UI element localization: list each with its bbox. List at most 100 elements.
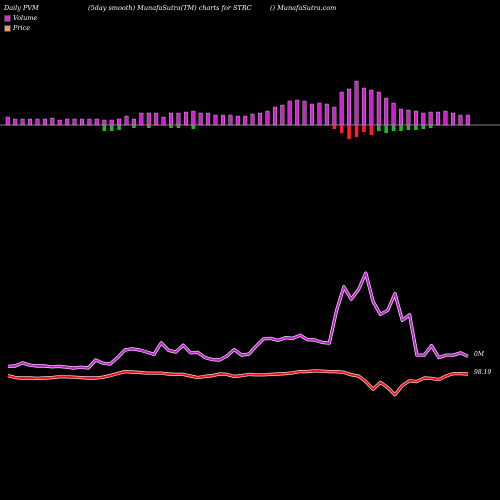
volume-bar-below [332, 125, 337, 129]
volume-bar [183, 111, 188, 126]
volume-bar [324, 103, 329, 126]
volume-bar [451, 112, 455, 126]
volume-bar [87, 118, 92, 126]
volume-bar-below [147, 125, 151, 128]
header-left: Daily PVM [4, 4, 39, 12]
volume-bar [265, 110, 270, 126]
volume-bar [5, 116, 10, 126]
legend-price-label: Price [13, 24, 31, 32]
volume-bar [65, 118, 70, 126]
volume-bar-below [102, 125, 107, 131]
price-line [7, 369, 469, 396]
volume-bar [221, 114, 225, 126]
volume-bar [295, 99, 300, 126]
legend-volume: Volume [4, 14, 37, 22]
volume-bar [139, 112, 144, 126]
volume-bar-below [176, 125, 181, 128]
volume-bar [154, 112, 159, 126]
volume-bar [317, 102, 322, 126]
volume-bar-below [369, 125, 374, 135]
volume-bar-below [339, 125, 344, 133]
price-end-label: 98.19 [474, 369, 492, 376]
volume-bar [376, 91, 381, 126]
header-title: (5day smooth) MunafaSutra(TM) charts for… [88, 4, 252, 12]
volume-bar [421, 112, 426, 126]
volume-bar-below [354, 125, 359, 137]
volume-bar [280, 104, 285, 126]
volume-bar [124, 115, 129, 126]
volume-bar [436, 111, 441, 126]
volume-bar [384, 97, 389, 126]
volume-bar-below [414, 125, 418, 130]
volume-bar [287, 100, 292, 126]
legend-volume-label: Volume [13, 14, 38, 22]
volume-bar [428, 111, 433, 126]
volume-bar [413, 110, 418, 126]
volume-bar [176, 112, 181, 126]
volume-bar-below [109, 125, 114, 131]
volume-bar-below [384, 125, 388, 133]
volume-bar [243, 115, 248, 126]
volume-bar [13, 118, 18, 126]
volume-bar [50, 117, 55, 126]
volume-bar [72, 118, 77, 126]
volume-bar-below [169, 125, 173, 128]
volume-bar [206, 112, 211, 126]
volume-bar-below [117, 125, 121, 130]
volume-bar [169, 112, 173, 126]
volume-bar [117, 118, 122, 126]
volume-bar [443, 110, 448, 126]
volume-swatch-icon [4, 14, 11, 22]
volume-bar [347, 88, 352, 126]
price-swatch-icon [4, 24, 11, 32]
volume-bar [213, 114, 218, 126]
volume-bar-below [391, 125, 396, 131]
volume-bar [258, 112, 263, 126]
volume-bar [198, 112, 203, 126]
volume-bar [42, 118, 47, 126]
volume-bar [28, 118, 33, 126]
volume-bar [465, 114, 470, 126]
volume-bar-below [377, 125, 381, 131]
volume-bar [191, 110, 196, 126]
volume-bar-below [406, 125, 411, 130]
volume-line-outline [7, 271, 469, 370]
volume-bar [228, 114, 233, 126]
volume-bar [235, 115, 240, 126]
volume-bar [20, 118, 25, 126]
volume-bar [458, 114, 463, 126]
volume-bar [57, 119, 62, 126]
volume-bar [161, 116, 166, 126]
volume-bar [302, 100, 307, 126]
volume-bar [250, 113, 255, 126]
volume-bar-below [132, 125, 136, 128]
volume-bar [332, 106, 337, 126]
volume-bar-below [421, 125, 426, 129]
volume-bar-below [362, 125, 366, 132]
volume-end-label: 0M [474, 351, 484, 358]
volume-bar [399, 108, 403, 126]
header-site: () MunafaSutra.com [270, 4, 337, 12]
legend-price: Price [4, 24, 30, 32]
volume-bar [369, 89, 374, 126]
volume-bar [339, 91, 344, 126]
volume-bar [310, 103, 314, 126]
volume-bar-below [428, 125, 433, 128]
volume-bar [391, 102, 396, 126]
volume-bar-below [399, 125, 403, 131]
volume-bar [131, 118, 136, 126]
volume-bar-below [347, 125, 351, 139]
volume-bar [354, 80, 359, 126]
volume-bar [361, 87, 366, 126]
volume-bar [102, 119, 107, 126]
volume-bar [272, 106, 277, 126]
volume-bar-below [191, 125, 196, 129]
volume-bar [109, 119, 114, 126]
volume-bar [80, 118, 84, 126]
volume-bar [406, 109, 411, 126]
volume-bar [146, 112, 151, 126]
volume-line [7, 272, 469, 369]
volume-bar [35, 118, 40, 126]
